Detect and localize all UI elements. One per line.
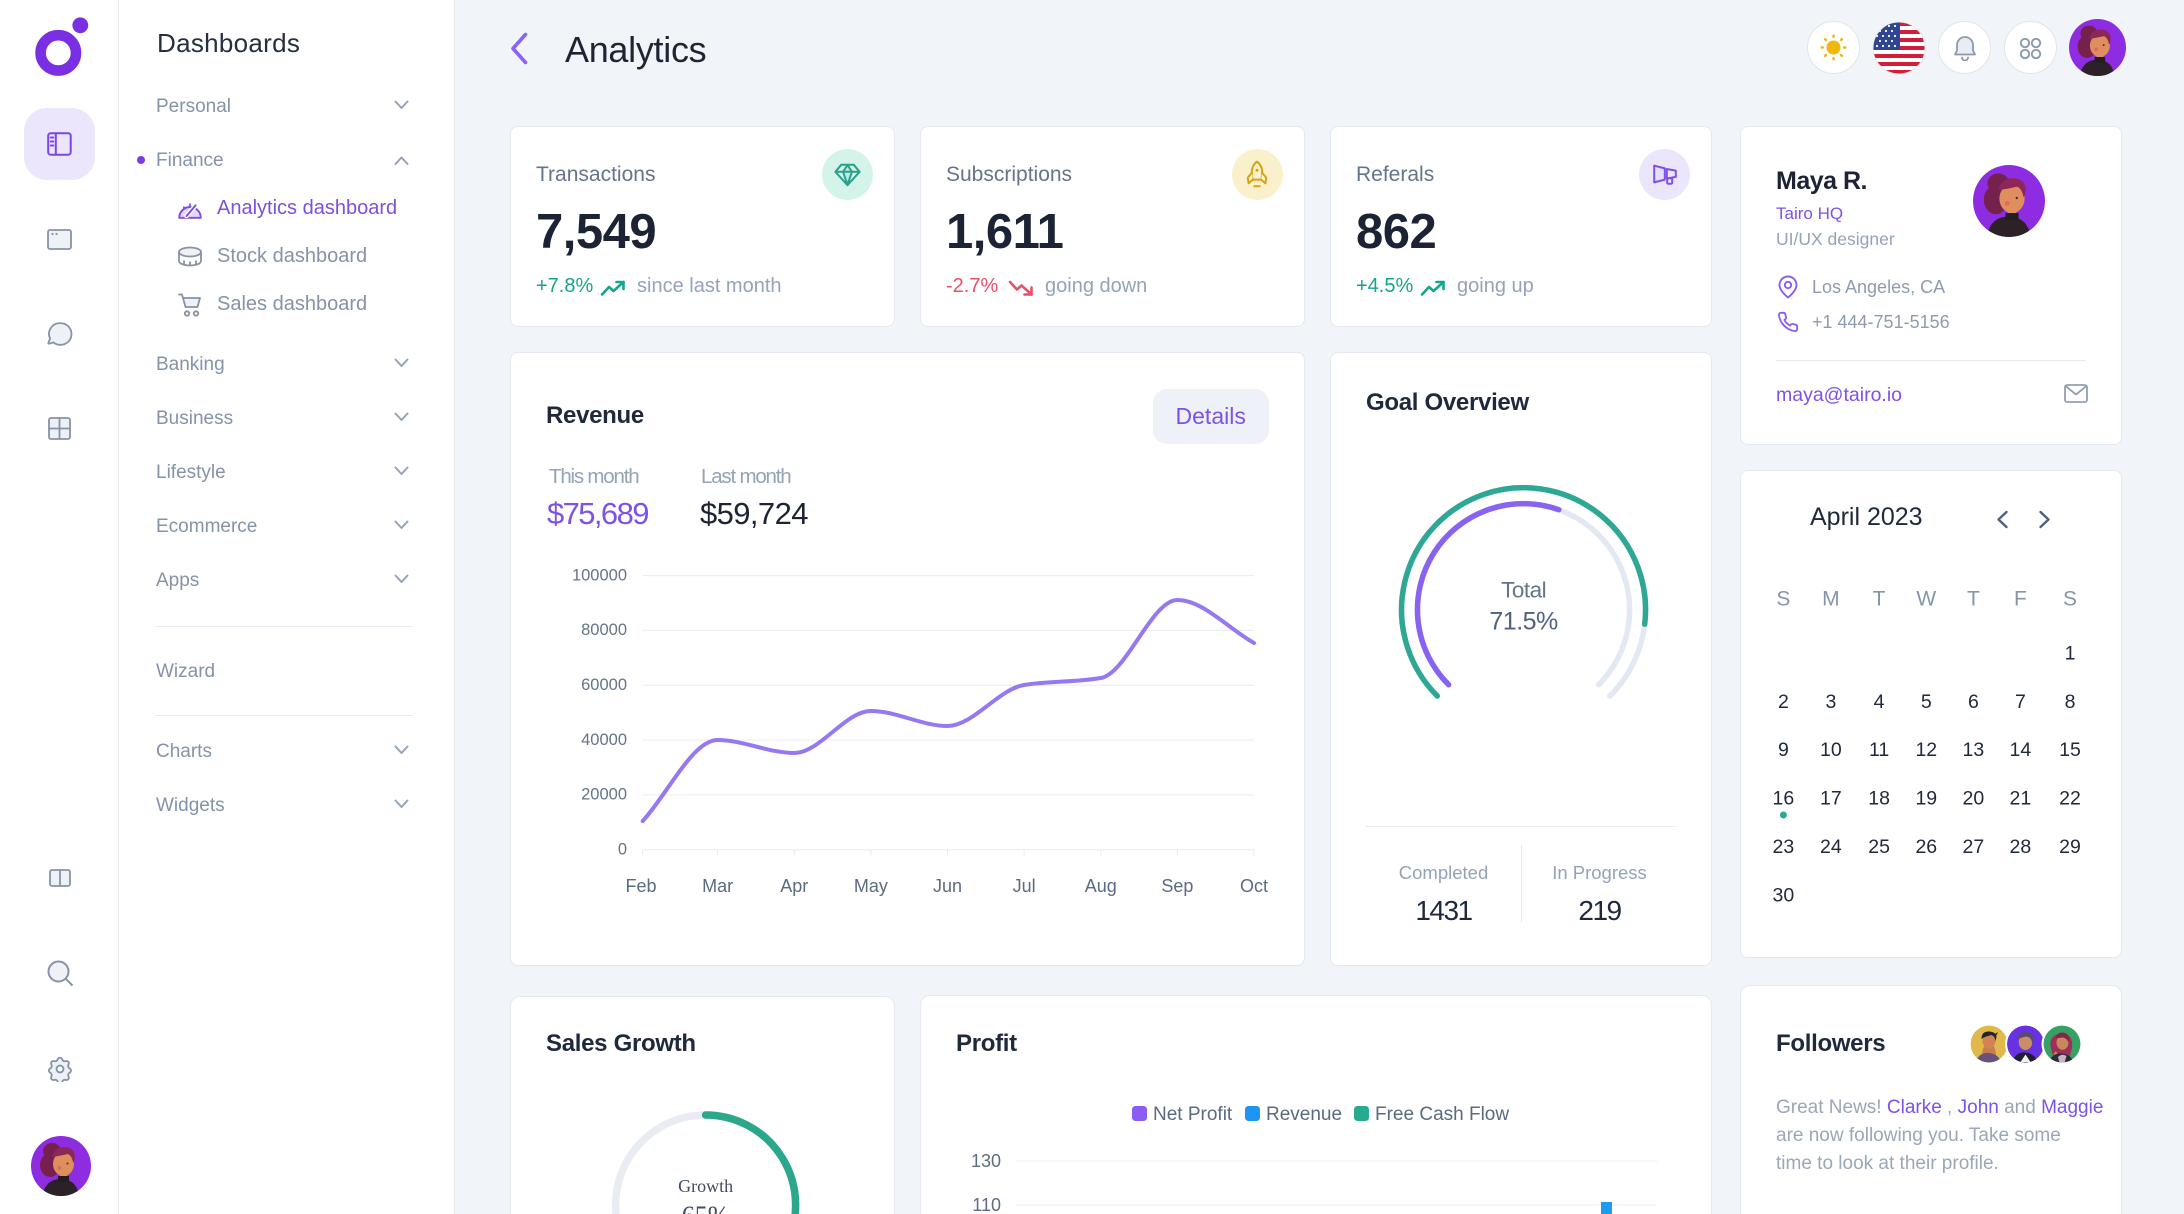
svg-text:Net Profit: Net Profit xyxy=(1153,1104,1233,1125)
svg-text:5: 5 xyxy=(1921,691,1932,713)
svg-text:24: 24 xyxy=(1820,836,1842,858)
svg-text:20: 20 xyxy=(1963,788,1985,810)
svg-text:T: T xyxy=(1873,588,1886,611)
svg-text:S: S xyxy=(2063,588,2077,611)
svg-text:Jul: Jul xyxy=(1013,876,1036,896)
svg-text:26: 26 xyxy=(1915,836,1937,858)
svg-text:Aug: Aug xyxy=(1085,876,1117,896)
svg-text:17: 17 xyxy=(1820,788,1842,810)
svg-text:S: S xyxy=(1776,588,1790,611)
svg-text:40000: 40000 xyxy=(581,731,627,749)
svg-text:29: 29 xyxy=(2059,836,2081,858)
svg-text:7: 7 xyxy=(2015,691,2026,713)
svg-text:Total: Total xyxy=(1501,578,1546,603)
svg-text:W: W xyxy=(1916,588,1936,611)
svg-text:22: 22 xyxy=(2059,788,2081,810)
svg-text:16: 16 xyxy=(1773,788,1795,810)
svg-text:20000: 20000 xyxy=(581,786,627,804)
svg-text:Sep: Sep xyxy=(1161,876,1193,896)
svg-text:130: 130 xyxy=(971,1151,1001,1171)
svg-text:65%: 65% xyxy=(682,1201,730,1214)
svg-text:2: 2 xyxy=(1778,691,1789,713)
svg-text:Free Cash Flow: Free Cash Flow xyxy=(1375,1104,1509,1125)
svg-text:Jun: Jun xyxy=(933,876,962,896)
svg-text:M: M xyxy=(1822,588,1840,611)
svg-text:May: May xyxy=(854,876,888,896)
svg-text:30: 30 xyxy=(1773,884,1795,906)
svg-text:1: 1 xyxy=(2065,642,2076,664)
svg-text:25: 25 xyxy=(1868,836,1890,858)
svg-text:23: 23 xyxy=(1773,836,1795,858)
svg-text:Oct: Oct xyxy=(1240,876,1268,896)
svg-text:12: 12 xyxy=(1915,739,1937,761)
svg-text:18: 18 xyxy=(1868,788,1890,810)
svg-text:11: 11 xyxy=(1869,739,1889,761)
svg-text:Apr: Apr xyxy=(780,876,808,896)
svg-text:14: 14 xyxy=(2010,739,2032,761)
svg-text:6: 6 xyxy=(1968,691,1979,713)
svg-text:0: 0 xyxy=(618,841,627,859)
svg-text:9: 9 xyxy=(1778,739,1789,761)
svg-text:27: 27 xyxy=(1963,836,1985,858)
svg-text:15: 15 xyxy=(2059,739,2081,761)
svg-text:Feb: Feb xyxy=(625,876,656,896)
svg-text:F: F xyxy=(2014,588,2027,611)
svg-text:19: 19 xyxy=(1915,788,1937,810)
svg-text:60000: 60000 xyxy=(581,676,627,694)
svg-text:110: 110 xyxy=(972,1195,1001,1214)
svg-text:Revenue: Revenue xyxy=(1266,1104,1342,1125)
svg-text:80000: 80000 xyxy=(581,621,627,639)
svg-text:8: 8 xyxy=(2065,691,2076,713)
svg-text:100000: 100000 xyxy=(572,566,627,584)
svg-text:10: 10 xyxy=(1820,739,1842,761)
svg-text:T: T xyxy=(1967,588,1980,611)
svg-text:4: 4 xyxy=(1874,691,1885,713)
svg-text:3: 3 xyxy=(1825,691,1836,713)
svg-text:Mar: Mar xyxy=(702,876,733,896)
svg-text:28: 28 xyxy=(2010,836,2032,858)
svg-text:Growth: Growth xyxy=(678,1176,733,1196)
svg-text:21: 21 xyxy=(2010,788,2032,810)
svg-text:13: 13 xyxy=(1963,739,1985,761)
svg-text:71.5%: 71.5% xyxy=(1489,607,1558,635)
